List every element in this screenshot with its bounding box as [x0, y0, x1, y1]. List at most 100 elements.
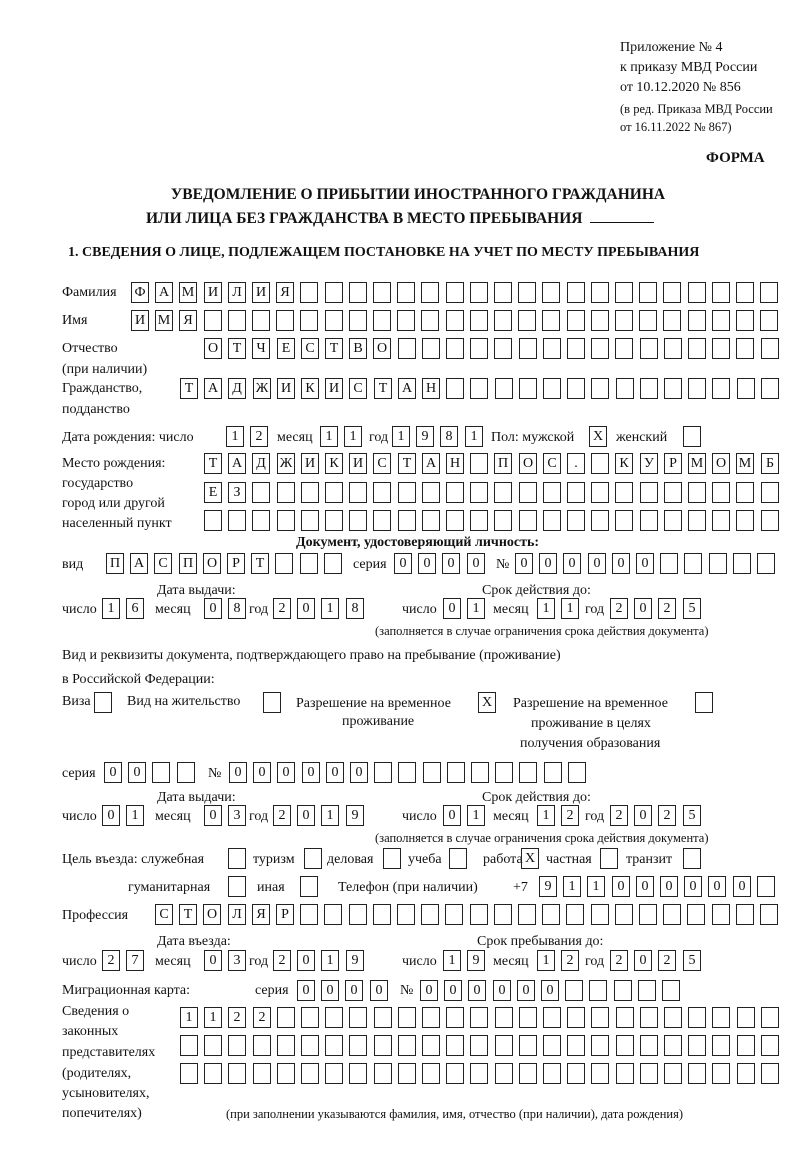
char-box-entry-month[interactable]: 0	[204, 950, 222, 971]
char-box-reps-3[interactable]	[398, 1063, 416, 1084]
char-box-patronymic[interactable]	[543, 338, 561, 359]
checkbox-p-work[interactable]: X	[521, 848, 539, 869]
char-box-mc-number[interactable]: 0	[541, 980, 559, 1001]
char-box-birth-place-3[interactable]	[398, 510, 416, 531]
char-box-reps-1[interactable]	[640, 1007, 658, 1028]
char-box-citizenship[interactable]: Н	[422, 378, 440, 399]
char-box-surname[interactable]: М	[179, 282, 197, 303]
char-box-patronymic[interactable]	[446, 338, 464, 359]
char-box-reps-2[interactable]	[301, 1035, 319, 1056]
char-box-id-kind[interactable]	[324, 553, 342, 574]
char-box-reps-2[interactable]	[446, 1035, 464, 1056]
checkbox-visa[interactable]	[94, 692, 112, 713]
char-box-surname[interactable]	[494, 282, 512, 303]
char-box-surname[interactable]	[639, 282, 657, 303]
char-box-reps-2[interactable]	[277, 1035, 295, 1056]
checkbox-sex-female[interactable]	[683, 426, 701, 447]
char-box-birth-year[interactable]: 1	[392, 426, 410, 447]
char-box-id-valid-year[interactable]: 5	[683, 598, 701, 619]
char-box-reps-2[interactable]	[228, 1035, 246, 1056]
char-box-id-valid-year[interactable]: 2	[658, 598, 676, 619]
char-box-patronymic[interactable]	[567, 338, 585, 359]
char-box-id-issue-year[interactable]: 8	[346, 598, 364, 619]
char-box-reps-1[interactable]	[495, 1007, 513, 1028]
char-box-citizenship[interactable]	[543, 378, 561, 399]
char-box-phone[interactable]: 0	[733, 876, 751, 897]
char-box-reps-2[interactable]	[204, 1035, 222, 1056]
checkbox-sex-male[interactable]: X	[589, 426, 607, 447]
char-box-id-number[interactable]	[757, 553, 775, 574]
char-box-profession[interactable]	[615, 904, 633, 925]
char-box-profession[interactable]	[736, 904, 754, 925]
checkbox-p-study[interactable]	[449, 848, 467, 869]
char-box-id-kind[interactable]	[275, 553, 293, 574]
char-box-citizenship[interactable]: И	[325, 378, 343, 399]
char-box-citizenship[interactable]	[470, 378, 488, 399]
char-box-birth-place-1[interactable]: Д	[252, 453, 270, 474]
char-box-reps-2[interactable]	[180, 1035, 198, 1056]
char-box-surname[interactable]	[300, 282, 318, 303]
char-box-reps-3[interactable]	[519, 1063, 537, 1084]
char-box-surname[interactable]	[663, 282, 681, 303]
char-box-mc-number[interactable]: 0	[493, 980, 511, 1001]
char-box-birth-place-3[interactable]	[349, 510, 367, 531]
char-box-reps-3[interactable]	[591, 1063, 609, 1084]
char-box-citizenship[interactable]	[616, 378, 634, 399]
char-box-id-issue-month[interactable]: 8	[228, 598, 246, 619]
char-box-id-number[interactable]: 0	[539, 553, 557, 574]
char-box-id-issue-month[interactable]: 0	[204, 598, 222, 619]
char-box-birth-place-1[interactable]: И	[349, 453, 367, 474]
char-box-citizenship[interactable]	[664, 378, 682, 399]
char-box-reps-3[interactable]	[180, 1063, 198, 1084]
char-box-stay-number[interactable]	[447, 762, 465, 783]
char-box-birth-place-1[interactable]: Б	[761, 453, 779, 474]
char-box-entry-year[interactable]: 1	[321, 950, 339, 971]
char-box-birth-place-2[interactable]	[567, 482, 585, 503]
char-box-birth-place-2[interactable]	[252, 482, 270, 503]
char-box-reps-2[interactable]	[519, 1035, 537, 1056]
char-box-reps-1[interactable]	[591, 1007, 609, 1028]
char-box-id-number[interactable]: 0	[636, 553, 654, 574]
char-box-citizenship[interactable]	[712, 378, 730, 399]
char-box-patronymic[interactable]: Е	[277, 338, 295, 359]
char-box-reps-2[interactable]	[761, 1035, 779, 1056]
char-box-profession[interactable]	[445, 904, 463, 925]
char-box-stay-issue-year[interactable]: 2	[273, 805, 291, 826]
char-box-surname[interactable]	[736, 282, 754, 303]
char-box-birth-place-3[interactable]	[325, 510, 343, 531]
char-box-stay-series[interactable]: 0	[104, 762, 122, 783]
char-box-birth-place-2[interactable]	[736, 482, 754, 503]
char-box-name[interactable]	[712, 310, 730, 331]
char-box-stay-number[interactable]: 0	[229, 762, 247, 783]
char-box-profession[interactable]	[494, 904, 512, 925]
char-box-stay-number[interactable]	[423, 762, 441, 783]
checkbox-p-service[interactable]	[228, 848, 246, 869]
char-box-reps-2[interactable]	[495, 1035, 513, 1056]
char-box-patronymic[interactable]: Ч	[252, 338, 270, 359]
char-box-reps-3[interactable]	[737, 1063, 755, 1084]
char-box-id-kind[interactable]: П	[106, 553, 124, 574]
char-box-mc-number[interactable]	[614, 980, 632, 1001]
char-box-birth-place-1[interactable]: У	[640, 453, 658, 474]
char-box-patronymic[interactable]	[422, 338, 440, 359]
char-box-reps-2[interactable]	[543, 1035, 561, 1056]
char-box-birth-place-1[interactable]: О	[712, 453, 730, 474]
char-box-name[interactable]	[300, 310, 318, 331]
checkbox-trp-edu[interactable]	[695, 692, 713, 713]
char-box-stay-valid-day[interactable]: 0	[443, 805, 461, 826]
char-box-mc-series[interactable]: 0	[345, 980, 363, 1001]
char-box-id-issue-year[interactable]: 2	[273, 598, 291, 619]
char-box-citizenship[interactable]: А	[398, 378, 416, 399]
char-box-name[interactable]	[567, 310, 585, 331]
char-box-name[interactable]	[591, 310, 609, 331]
char-box-birth-place-1[interactable]: Т	[398, 453, 416, 474]
char-box-birth-place-3[interactable]	[615, 510, 633, 531]
char-box-patronymic[interactable]	[494, 338, 512, 359]
char-box-birth-place-3[interactable]	[664, 510, 682, 531]
char-box-surname[interactable]	[712, 282, 730, 303]
char-box-birth-place-2[interactable]	[543, 482, 561, 503]
char-box-mc-number[interactable]	[662, 980, 680, 1001]
char-box-reps-1[interactable]	[737, 1007, 755, 1028]
char-box-mc-number[interactable]	[589, 980, 607, 1001]
char-box-phone[interactable]: 1	[563, 876, 581, 897]
